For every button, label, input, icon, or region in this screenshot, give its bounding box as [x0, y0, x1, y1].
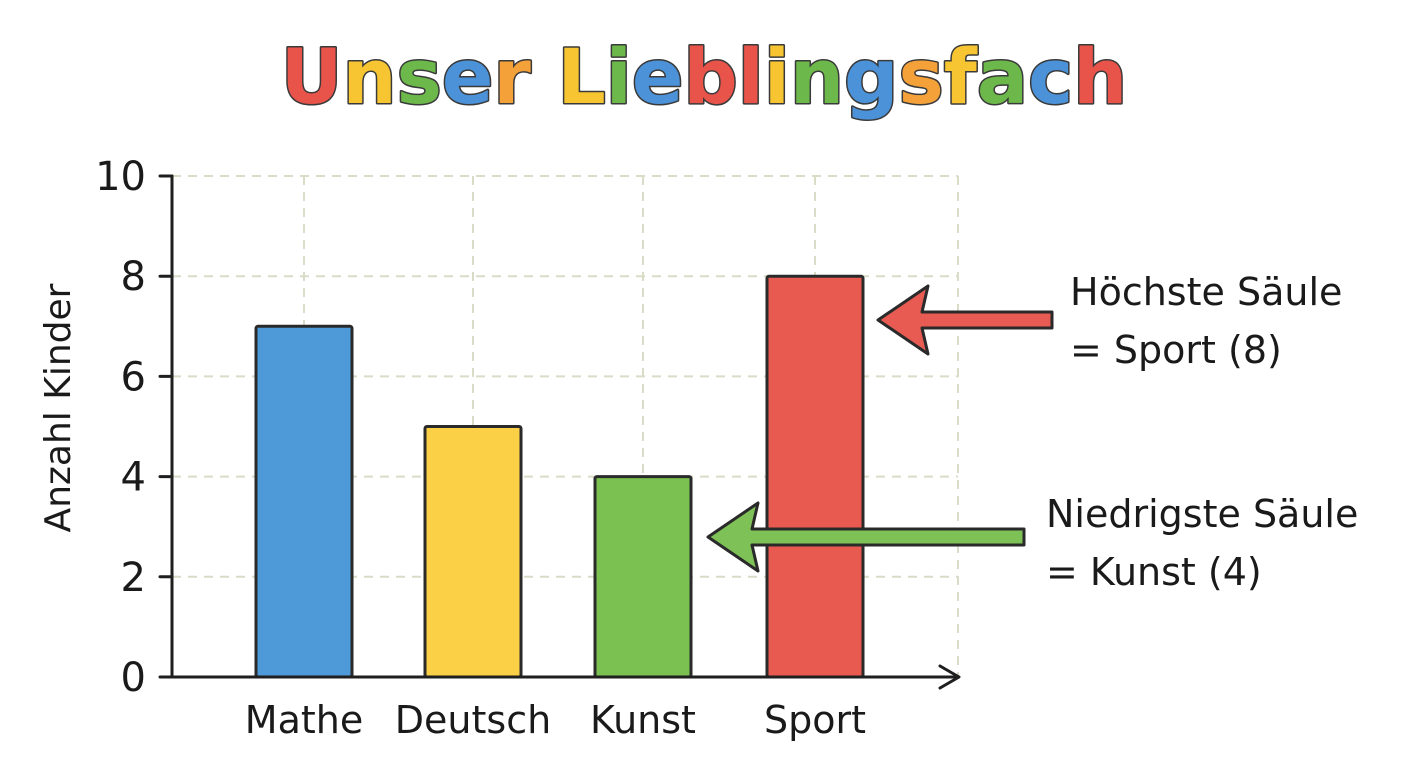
chart-title-letter: s — [397, 32, 442, 121]
y-tick-label: 10 — [95, 154, 146, 200]
highest-annotation-line2: = Sport (8) — [1070, 328, 1282, 372]
chart-title-letter: i — [764, 32, 790, 121]
y-tick-label: 0 — [121, 655, 146, 701]
lowest-annotation-line2: = Kunst (4) — [1046, 550, 1262, 594]
chart-title-letter: a — [977, 32, 1028, 121]
chart-title: Unser Lieblingsfach — [279, 31, 1128, 123]
chart-title-letter: b — [683, 32, 737, 121]
y-tick-label: 4 — [121, 455, 146, 501]
x-category-labels: Mathe Deutsch Kunst Sport — [245, 698, 866, 742]
highest-bar-arrow — [876, 284, 1054, 356]
chart-title-letter: L — [557, 32, 605, 121]
x-category-label: Sport — [764, 698, 866, 742]
chart-title-letter: n — [342, 32, 396, 121]
chart-title-text: Unser Lieblingsfach — [281, 32, 1127, 121]
bar-kunst — [593, 475, 693, 679]
chart-title-letter: g — [844, 32, 898, 121]
highest-annotation-line1: Höchste Säule — [1070, 270, 1342, 314]
chart-title-letter: U — [281, 32, 343, 121]
bar-deutsch — [423, 425, 523, 679]
axes — [158, 174, 961, 690]
annotations: Höchste Säule = Sport (8) Niedrigste Säule… — [706, 270, 1358, 594]
y-axis-title: Anzahl Kinder — [38, 283, 79, 532]
y-tick-label: 8 — [121, 254, 146, 300]
bar-mathe — [254, 324, 354, 679]
x-category-label: Mathe — [245, 698, 363, 742]
chart-title-letter: c — [1028, 32, 1073, 121]
chart-title-letter: e — [632, 32, 684, 121]
chart-title-letter: n — [790, 32, 844, 121]
y-tick-label: 2 — [121, 555, 146, 601]
chart-title-letter: e — [442, 32, 494, 121]
y-tick-labels: 0 2 4 6 8 10 — [95, 154, 146, 701]
chart-title-letter: l — [738, 32, 764, 121]
y-tick-label: 6 — [121, 354, 146, 400]
x-category-label: Kunst — [590, 698, 696, 742]
chart-title-letter — [531, 32, 557, 121]
lowest-annotation-line1: Niedrigste Säule — [1046, 492, 1358, 536]
chart-title-letter: r — [493, 32, 531, 121]
lowest-bar-arrow — [706, 501, 1026, 573]
chart-title-letter: s — [898, 32, 943, 121]
x-axis-arrowhead — [938, 664, 961, 690]
x-category-label: Deutsch — [395, 698, 551, 742]
chart-title-letter: f — [944, 32, 978, 121]
bar-sport — [765, 274, 865, 679]
chart-title-letter: i — [606, 32, 632, 121]
chart-title-letter: h — [1073, 32, 1127, 121]
